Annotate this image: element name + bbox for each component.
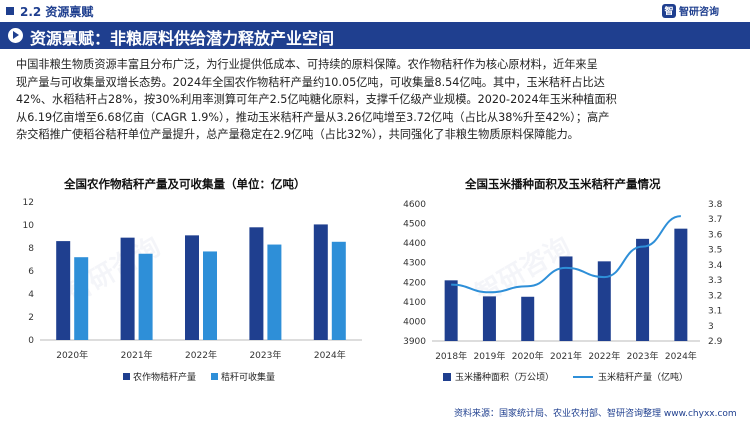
right-chart-left-y-tick-label: 4100 [403, 298, 426, 308]
right-chart-right-y-tick-label: 3.7 [708, 215, 722, 225]
bar-straw-collectable [74, 257, 89, 340]
legend-label: 秸秆可收集量 [221, 371, 275, 383]
right-chart-left-y-tick-label: 3900 [403, 337, 426, 347]
legend-label: 玉米播种面积（万公顷） [455, 371, 554, 383]
right-chart-right-y-tick-label: 3.8 [708, 200, 723, 210]
left-y-tick-label: 12 [23, 198, 34, 208]
bar-corn-area [636, 238, 650, 341]
left-y-tick-label: 8 [28, 244, 34, 254]
right-x-tick-label: 2023年 [627, 350, 659, 362]
bar-straw-output [185, 235, 199, 340]
right-x-tick-label: 2024年 [665, 350, 697, 362]
bar-straw-collectable [203, 251, 217, 340]
legend-swatch [211, 373, 218, 380]
bar-corn-area [482, 296, 496, 341]
play-arrow-icon [8, 28, 23, 43]
top-header: 2.2 资源禀赋 智 智研咨询 [0, 0, 750, 22]
right-x-tick-label: 2022年 [588, 350, 620, 362]
section-label: 2.2 资源禀赋 [20, 5, 94, 19]
right-chart-right-y-tick-label: 3.6 [708, 230, 723, 240]
bar-straw-output [313, 224, 328, 340]
right-chart-right-y-tick-label: 2.9 [708, 337, 723, 347]
body-line: 杂交稻推广使稻谷秸秆单位产量提升，总产量稳定在2.9亿吨（占比32%），共同强化… [16, 128, 579, 141]
bar-corn-area [597, 261, 611, 341]
left-x-tick-label: 2021年 [121, 349, 153, 361]
bar-corn-area [444, 280, 458, 341]
right-chart-right-y-tick-label: 3.1 [708, 307, 722, 317]
legend-label: 玉米秸秆产量（亿吨） [598, 371, 688, 383]
body-line: 从6.19亿亩增至6.68亿亩（CAGR 1.9%），推动玉米秸秆产量从3.26… [16, 110, 610, 124]
left-x-tick-label: 2020年 [56, 349, 88, 361]
right-chart-right-y-tick-label: 3.4 [708, 261, 723, 271]
body-line: 现产量与可收集量双增长态势。2024年全国农作物秸秆产量约10.05亿吨，可收集… [16, 75, 605, 89]
legend-label: 农作物秸秆产量 [133, 371, 196, 383]
page-title: 资源禀赋：非粮原料供给潜力释放产业空间 [30, 29, 335, 48]
left-x-tick-label: 2022年 [185, 349, 217, 361]
bar-straw-output [56, 241, 71, 340]
right-chart-right-y-tick-label: 3.3 [708, 276, 722, 286]
left-y-tick-label: 4 [28, 290, 34, 300]
right-chart-right-y-tick-label: 3 [708, 322, 714, 332]
body-paragraph: 中国非粮生物质资源丰富且分布广泛，为行业提供低成本、可持续的原料保障。农作物秸秆… [16, 56, 736, 144]
right-chart-left-y-tick-label: 4300 [403, 259, 426, 269]
logo-mark-icon: 智 [662, 3, 676, 18]
right-x-tick-label: 2020年 [512, 350, 544, 362]
bar-straw-output [120, 237, 135, 340]
legend-swatch [123, 373, 130, 380]
logo-text: 智研咨询 [679, 7, 719, 18]
bar-corn-area [559, 256, 573, 341]
brand-logo: 智 智研咨询 [662, 3, 719, 18]
right-chart-right-y-tick-label: 3.5 [708, 246, 722, 256]
left-x-tick-label: 2023年 [249, 349, 281, 361]
legend-swatch [443, 373, 451, 381]
right-x-tick-label: 2021年 [550, 350, 582, 362]
body-line: 42%、水稻秸秆占28%，按30%利用率测算可年产2.5亿吨糖化原料，支撑千亿级… [16, 93, 617, 106]
bar-corn-area [521, 296, 535, 341]
bar-straw-collectable [267, 244, 282, 340]
line-corn-straw-output [451, 215, 681, 294]
source-footer: 资料来源：国家统计局、农业农村部、智研咨询整理 www.chyxx.com [454, 409, 737, 419]
right-x-tick-label: 2019年 [473, 350, 505, 362]
left-y-tick-label: 0 [28, 336, 34, 346]
bar-straw-collectable [138, 253, 153, 340]
bar-corn-area [674, 228, 688, 341]
bar-straw-collectable [331, 241, 346, 340]
left-y-tick-label: 2 [28, 313, 34, 323]
right-chart-left-y-tick-label: 4200 [403, 278, 426, 288]
right-x-tick-label: 2018年 [435, 350, 467, 362]
left-chart-title: 全国农作物秸秆产量及可收集量（单位：亿吨） [64, 177, 306, 191]
right-chart-left-y-tick-label: 4000 [403, 317, 426, 327]
left-y-tick-label: 6 [28, 267, 34, 277]
right-chart-left-y-tick-label: 4500 [403, 220, 426, 230]
right-chart-title: 全国玉米播种面积及玉米秸秆产量情况 [465, 177, 661, 191]
right-chart-left-y-tick-label: 4400 [403, 239, 426, 249]
section-square-icon [6, 7, 14, 15]
title-bar: 资源禀赋：非粮原料供给潜力释放产业空间 [0, 22, 750, 49]
right-chart-left-y-tick-label: 4600 [403, 200, 426, 210]
left-y-tick-label: 10 [23, 221, 35, 231]
left-x-tick-label: 2024年 [314, 349, 346, 361]
right-chart-right-y-tick-label: 3.2 [708, 291, 722, 301]
bar-straw-output [249, 227, 264, 340]
body-line: 中国非粮生物质资源丰富且分布广泛，为行业提供低成本、可持续的原料保障。农作物秸秆… [16, 58, 598, 71]
